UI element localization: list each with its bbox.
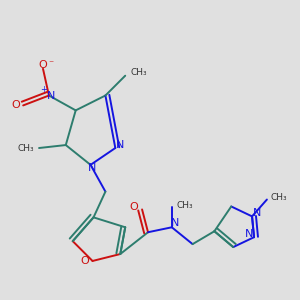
Text: CH₃: CH₃: [177, 201, 194, 210]
Text: N: N: [116, 140, 124, 150]
Text: O: O: [39, 60, 47, 70]
Text: +: +: [40, 85, 47, 94]
Text: ⁻: ⁻: [48, 59, 53, 69]
Text: CH₃: CH₃: [130, 68, 147, 77]
Text: O: O: [130, 202, 139, 212]
Text: N: N: [171, 218, 179, 228]
Text: N: N: [253, 208, 261, 218]
Text: N: N: [47, 91, 55, 100]
Text: O: O: [80, 256, 89, 266]
Text: CH₃: CH₃: [271, 193, 287, 202]
Text: N: N: [245, 229, 253, 239]
Text: O: O: [11, 100, 20, 110]
Text: N: N: [88, 163, 97, 173]
Text: CH₃: CH₃: [17, 143, 34, 152]
